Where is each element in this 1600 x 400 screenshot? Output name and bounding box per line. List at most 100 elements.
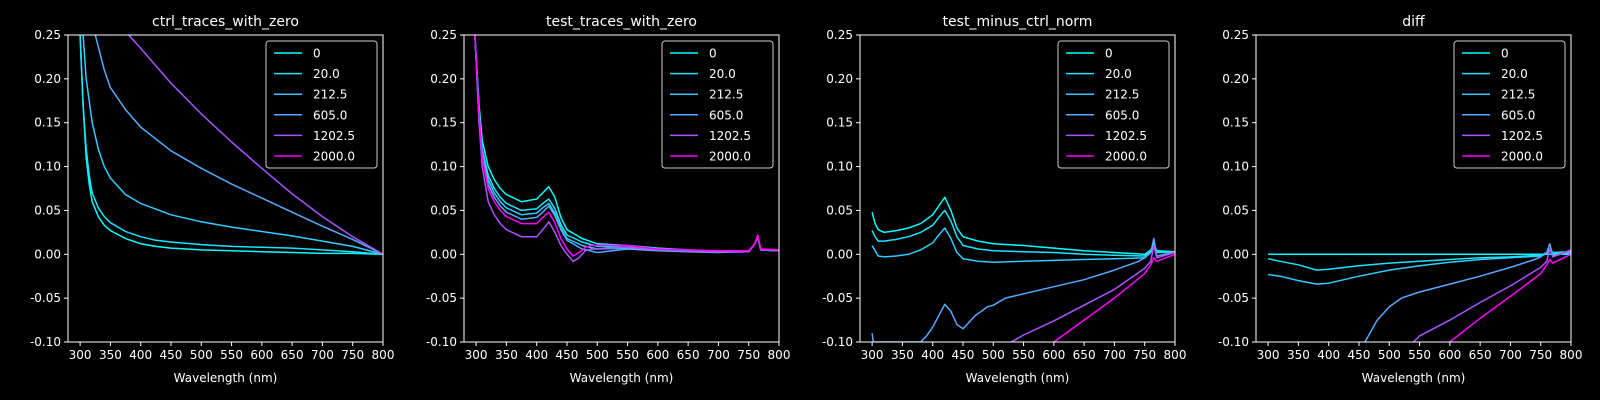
y-tick-label: -0.05 [1218,291,1249,305]
y-tick-label: 0.05 [34,203,61,217]
series-line-605-0 [94,35,383,255]
series-line-1202-5 [474,35,779,263]
y-tick-label: 0.00 [430,247,457,261]
y-tick-label: -0.05 [30,291,61,305]
legend-label: 212.5 [1105,88,1139,102]
legend-box [661,40,774,169]
x-tick-label: 800 [1164,348,1187,362]
y-tick-label: 0.20 [1222,72,1249,86]
legend-label: 2000.0 [1105,150,1147,164]
legend-label: 2000.0 [709,150,751,164]
legend-label: 212.5 [313,88,347,102]
chart-panel-3: test_minus_ctrl_norm 300 350 400 450 500 550 60… [822,14,1187,385]
x-tick-label: 500 [982,348,1005,362]
legend-label: 2000.0 [1501,150,1543,164]
x-tick-label: 350 [891,348,914,362]
legend-label: 0 [709,47,717,61]
legend-label: 1202.5 [709,129,751,143]
legend: 0 20.0 212.5 605.0 1202.5 2000.0 [661,40,774,169]
chart-panel-1: ctrl_traces_with_zero 300 350 400 450 500 550 6… [30,14,395,385]
x-tick-label: 600 [1438,348,1461,362]
y-tick-label: 0.15 [430,116,457,130]
x-tick-label: 550 [220,348,243,362]
series-line-1202-5 [1011,244,1175,342]
plot-frame [463,34,780,343]
y-tick-label: -0.10 [426,335,457,349]
series-group [871,196,1175,342]
legend-box [1057,40,1170,169]
legend-label: 1202.5 [1501,129,1543,143]
series-group [1267,243,1571,342]
series-line-1202-5 [1412,248,1571,342]
legend-label: 20.0 [1105,67,1132,81]
y-tick-label: 0.05 [826,203,853,217]
legend-label: 1202.5 [1105,129,1147,143]
x-tick-label: 550 [616,348,639,362]
plot-frame [1255,34,1572,343]
legend-label: 212.5 [1501,88,1535,102]
x-axis-label: Wavelength (nm) [174,371,278,385]
x-tick-label: 400 [1317,348,1340,362]
y-tick-label: 0.15 [826,116,853,130]
x-tick-label: 400 [921,348,944,362]
y-tick-label: 0.20 [430,72,457,86]
y-tick-label: -0.10 [30,335,61,349]
x-tick-label: 350 [1287,348,1310,362]
y-tick-label: 0.00 [1222,247,1249,261]
x-tick-label: 350 [495,348,518,362]
series-line-2000-0 [1449,253,1571,342]
y-tick-label: 0.25 [34,28,61,42]
x-axis-label: Wavelength (nm) [570,371,674,385]
series-line-0 [871,196,1175,256]
legend: 0 20.0 212.5 605.0 1202.5 2000.0 [1057,40,1170,169]
legend-label: 0 [313,47,321,61]
x-tick-label: 300 [69,348,92,362]
x-tick-label: 700 [1499,348,1522,362]
x-tick-label: 700 [707,348,730,362]
legend-label: 605.0 [1105,108,1139,122]
x-tick-label: 300 [465,348,488,362]
x-tick-label: 650 [1469,348,1492,362]
series-group [79,35,383,256]
x-tick-label: 500 [586,348,609,362]
legend-box [265,40,378,169]
x-tick-label: 800 [768,348,791,362]
x-axis-label: Wavelength (nm) [966,371,1070,385]
y-tick-label: -0.05 [426,291,457,305]
x-tick-label: 400 [129,348,152,362]
x-tick-label: 800 [1560,348,1583,362]
x-tick-label: 550 [1408,348,1431,362]
x-tick-label: 450 [160,348,183,362]
chart-panel-4: diff 300 350 400 450 500 550 600 650 700 750 800 -0.… [1218,14,1583,385]
x-tick-label: 450 [1348,348,1371,362]
x-tick-label: 600 [646,348,669,362]
legend: 0 20.0 212.5 605.0 1202.5 2000.0 [265,40,378,169]
series-line-1202-5 [128,35,383,255]
x-tick-label: 350 [99,348,122,362]
x-tick-label: 300 [1257,348,1280,362]
legend-label: 605.0 [313,108,347,122]
chart-title: test_traces_with_zero [546,14,697,30]
chart-title: ctrl_traces_with_zero [152,14,299,30]
chart-title: test_minus_ctrl_norm [943,14,1093,30]
x-axis-label: Wavelength (nm) [1362,371,1466,385]
plot-frame [859,34,1176,343]
x-tick-label: 750 [341,348,364,362]
y-tick-label: 0.25 [826,28,853,42]
legend-label: 0 [1105,47,1113,61]
legend-label: 1202.5 [313,129,355,143]
y-tick-label: 0.15 [1222,116,1249,130]
x-tick-label: 750 [737,348,760,362]
x-tick-label: 750 [1529,348,1552,362]
series-line-20-0 [1267,248,1571,271]
series-line-0 [79,35,383,256]
series-line-2000-0 [474,35,779,257]
x-tick-label: 650 [281,348,304,362]
series-line-605-0 [871,237,1175,342]
y-tick-label: 0.00 [34,247,61,261]
plot-frame [67,34,384,343]
x-tick-label: 800 [372,348,395,362]
chart-panel-2: test_traces_with_zero 300 350 400 450 500 550 6… [426,14,791,385]
y-tick-label: 0.10 [34,160,61,174]
